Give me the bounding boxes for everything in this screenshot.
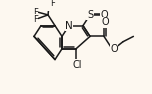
Text: O: O <box>101 10 108 20</box>
Text: F: F <box>33 15 38 24</box>
Text: O: O <box>110 44 118 54</box>
Text: N: N <box>65 21 73 31</box>
Text: S: S <box>87 10 93 20</box>
Text: O: O <box>101 17 109 27</box>
Text: F: F <box>51 0 55 8</box>
Text: Cl: Cl <box>72 60 82 70</box>
Text: F: F <box>33 8 38 17</box>
